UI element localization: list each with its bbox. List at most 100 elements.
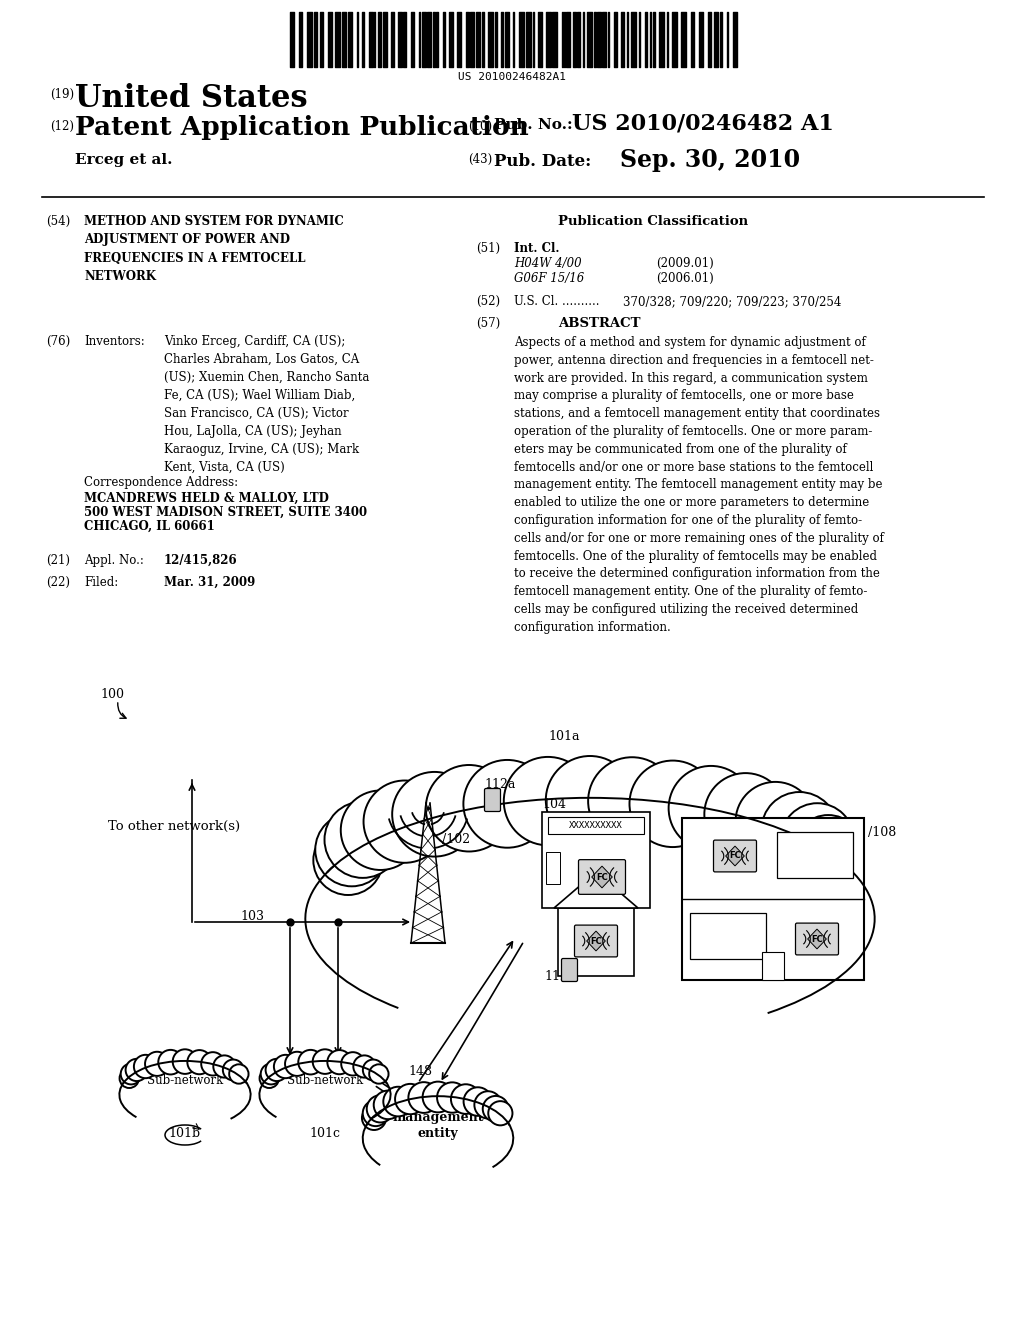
FancyBboxPatch shape xyxy=(484,788,501,812)
Text: US 20100246482A1: US 20100246482A1 xyxy=(458,73,566,82)
Bar xyxy=(762,952,784,979)
Text: (52): (52) xyxy=(476,294,500,308)
Circle shape xyxy=(426,766,512,851)
Text: H04W 4/00: H04W 4/00 xyxy=(514,257,582,271)
Circle shape xyxy=(705,774,786,855)
Text: To other network(s): To other network(s) xyxy=(108,820,240,833)
Bar xyxy=(542,812,650,908)
Text: 101a: 101a xyxy=(548,730,580,743)
Circle shape xyxy=(229,1064,249,1084)
Text: 112b: 112b xyxy=(544,970,575,983)
Text: US 2010/0246482 A1: US 2010/0246482 A1 xyxy=(572,114,834,135)
Text: (22): (22) xyxy=(46,576,70,589)
Text: Vinko Erceg, Cardiff, CA (US);
Charles Abraham, Los Gatos, CA
(US); Xuemin Chen,: Vinko Erceg, Cardiff, CA (US); Charles A… xyxy=(164,335,370,474)
Bar xyxy=(682,818,864,979)
Circle shape xyxy=(474,1092,502,1118)
Circle shape xyxy=(341,791,420,870)
Text: Femtocell
management
entity: Femtocell management entity xyxy=(392,1093,483,1140)
Bar xyxy=(777,832,853,878)
Text: 112a: 112a xyxy=(484,777,515,791)
Text: 500 WEST MADISON STREET, SUITE 3400: 500 WEST MADISON STREET, SUITE 3400 xyxy=(84,506,368,519)
Text: 100: 100 xyxy=(100,688,124,701)
Text: Filed:: Filed: xyxy=(84,576,118,589)
Circle shape xyxy=(145,1052,169,1076)
Text: 12/415,826: 12/415,826 xyxy=(164,554,238,568)
Text: FC: FC xyxy=(811,935,823,944)
Circle shape xyxy=(298,1049,323,1074)
Text: CHICAGO, IL 60661: CHICAGO, IL 60661 xyxy=(84,520,215,533)
Circle shape xyxy=(464,760,551,847)
FancyBboxPatch shape xyxy=(574,925,617,957)
Circle shape xyxy=(325,801,400,878)
Text: FC: FC xyxy=(729,851,741,861)
Text: (54): (54) xyxy=(46,215,71,228)
Text: Int. Cl.: Int. Cl. xyxy=(514,242,559,255)
Text: (57): (57) xyxy=(476,317,501,330)
Text: Erceg et al.: Erceg et al. xyxy=(75,153,172,168)
Text: (19): (19) xyxy=(50,88,74,102)
Text: Correspondence Address:: Correspondence Address: xyxy=(84,477,239,488)
Circle shape xyxy=(273,1055,297,1078)
Text: 103: 103 xyxy=(240,909,264,923)
Text: 110c: 110c xyxy=(720,875,751,888)
Text: 148: 148 xyxy=(408,1065,432,1078)
Text: Mar. 31, 2009: Mar. 31, 2009 xyxy=(164,576,255,589)
Bar xyxy=(546,851,560,884)
Circle shape xyxy=(213,1056,236,1077)
Text: (2009.01): (2009.01) xyxy=(656,257,714,271)
Ellipse shape xyxy=(302,796,878,1041)
Bar xyxy=(690,913,766,960)
Polygon shape xyxy=(554,873,638,908)
Bar xyxy=(558,908,634,975)
Circle shape xyxy=(361,1106,386,1130)
Circle shape xyxy=(781,803,854,876)
Text: /102: /102 xyxy=(442,833,470,846)
Circle shape xyxy=(630,760,716,847)
Circle shape xyxy=(482,1096,509,1122)
Text: FC: FC xyxy=(590,936,602,945)
Circle shape xyxy=(362,1101,388,1126)
Text: Patent Application Publication: Patent Application Publication xyxy=(75,115,528,140)
Circle shape xyxy=(121,1064,141,1085)
Text: (2006.01): (2006.01) xyxy=(656,272,714,285)
Circle shape xyxy=(504,756,592,845)
Text: XXXXXXXXXX: XXXXXXXXXX xyxy=(569,821,623,829)
Circle shape xyxy=(367,1096,394,1122)
Circle shape xyxy=(120,1069,139,1088)
Text: Inventors:: Inventors: xyxy=(84,335,144,348)
Circle shape xyxy=(588,758,676,845)
Circle shape xyxy=(265,1059,288,1081)
Text: Aspects of a method and system for dynamic adjustment of
power, antenna directio: Aspects of a method and system for dynam… xyxy=(514,337,884,634)
Polygon shape xyxy=(808,929,826,949)
Text: Sep. 30, 2010: Sep. 30, 2010 xyxy=(620,148,800,172)
Text: 101b: 101b xyxy=(169,1127,201,1140)
Circle shape xyxy=(187,1051,212,1074)
Text: /108: /108 xyxy=(868,826,896,840)
Text: 370/328; 709/220; 709/223; 370/254: 370/328; 709/220; 709/223; 370/254 xyxy=(623,294,842,308)
Circle shape xyxy=(374,1090,402,1119)
Circle shape xyxy=(546,756,634,845)
Circle shape xyxy=(134,1055,158,1078)
Circle shape xyxy=(392,772,477,857)
Text: FC: FC xyxy=(596,873,608,882)
Text: 110d: 110d xyxy=(804,958,836,972)
Polygon shape xyxy=(726,846,744,866)
FancyBboxPatch shape xyxy=(561,958,578,982)
Text: (51): (51) xyxy=(476,242,500,255)
Ellipse shape xyxy=(119,1060,251,1129)
Circle shape xyxy=(794,814,863,884)
Text: Sub-network: Sub-network xyxy=(287,1073,364,1086)
Text: (21): (21) xyxy=(46,554,70,568)
Circle shape xyxy=(285,1052,309,1076)
FancyBboxPatch shape xyxy=(579,859,626,895)
Text: ABSTRACT: ABSTRACT xyxy=(558,317,640,330)
Polygon shape xyxy=(592,866,612,888)
Circle shape xyxy=(312,1049,337,1074)
Text: 104: 104 xyxy=(542,799,566,810)
Text: (12): (12) xyxy=(50,120,74,133)
Circle shape xyxy=(261,1064,282,1085)
Text: U.S. Cl. ..........: U.S. Cl. .......... xyxy=(514,294,599,308)
Circle shape xyxy=(488,1101,512,1126)
Ellipse shape xyxy=(361,1096,514,1181)
Circle shape xyxy=(383,1086,413,1117)
